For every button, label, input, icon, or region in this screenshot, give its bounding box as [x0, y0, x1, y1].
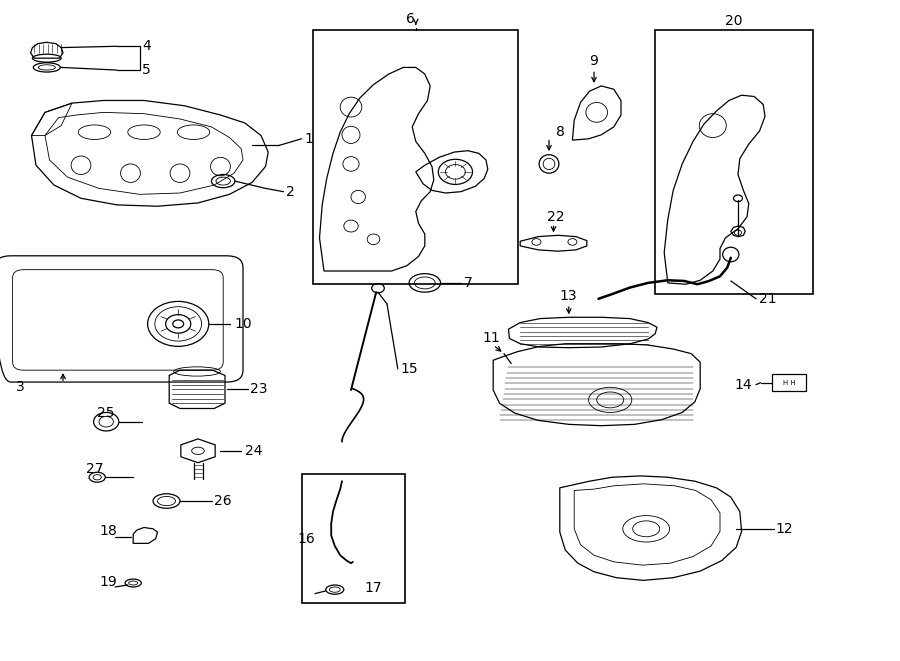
Text: 16: 16 — [297, 531, 315, 546]
Text: 24: 24 — [245, 444, 262, 458]
Text: 3: 3 — [16, 379, 25, 394]
Text: 23: 23 — [250, 381, 267, 396]
Text: 13: 13 — [560, 289, 578, 303]
Text: 7: 7 — [464, 276, 472, 290]
Text: 2: 2 — [286, 184, 295, 199]
Text: 1: 1 — [304, 132, 313, 146]
Text: 8: 8 — [556, 125, 565, 139]
Text: 4: 4 — [142, 39, 151, 54]
Text: 26: 26 — [214, 494, 232, 508]
Text: 15: 15 — [400, 362, 418, 376]
Bar — [302, 474, 405, 603]
Bar — [655, 30, 813, 294]
Text: 6: 6 — [406, 11, 415, 26]
Text: 5: 5 — [142, 63, 151, 77]
Text: 11: 11 — [482, 331, 500, 346]
Text: H H: H H — [783, 379, 796, 386]
Text: 21: 21 — [759, 292, 777, 306]
Text: 14: 14 — [734, 377, 752, 392]
Text: 22: 22 — [547, 210, 564, 224]
Text: 27: 27 — [86, 462, 104, 477]
Text: 12: 12 — [776, 522, 794, 536]
Bar — [772, 374, 806, 391]
Text: 10: 10 — [234, 317, 252, 331]
Text: 18: 18 — [99, 524, 117, 539]
Bar — [313, 30, 518, 284]
Text: 17: 17 — [364, 581, 382, 596]
Text: 19: 19 — [99, 574, 117, 589]
Text: 9: 9 — [590, 54, 598, 68]
Text: 20: 20 — [724, 14, 742, 28]
Text: 25: 25 — [97, 406, 114, 420]
